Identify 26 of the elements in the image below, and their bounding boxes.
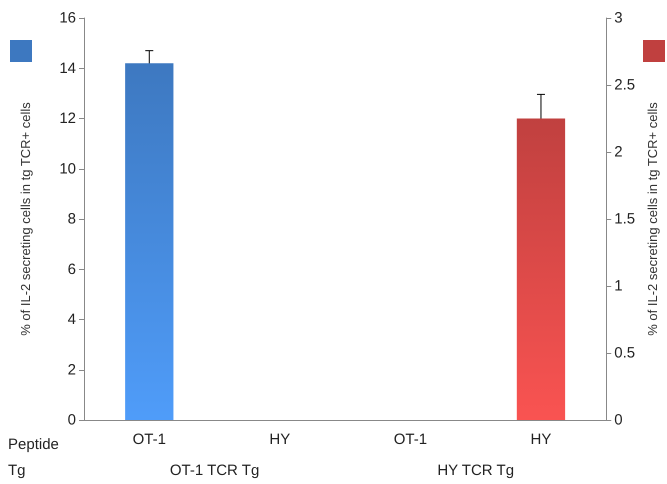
y2-tick-label: 2.5 bbox=[614, 76, 636, 94]
y2-tick-label: 1 bbox=[614, 278, 623, 294]
y-tick-label: 4 bbox=[68, 311, 76, 328]
y2-tick-label: 3 bbox=[614, 10, 623, 26]
text: Tg bbox=[8, 462, 26, 479]
x-tick-label: HY bbox=[269, 431, 290, 448]
text: Peptide bbox=[8, 436, 59, 453]
y-tick-label: 2 bbox=[68, 361, 76, 378]
y-tick-label: 0 bbox=[68, 412, 76, 428]
y-tick-label: 8 bbox=[68, 210, 76, 228]
x-tick-label: OT-1 bbox=[132, 431, 166, 448]
y2-axis-title: % of IL-2 secreting cells in tg TCR+ cells bbox=[645, 102, 660, 336]
y-tick-label: 12 bbox=[59, 110, 76, 127]
y2-tick-label: 0.5 bbox=[614, 344, 636, 362]
y-axis-title: % of IL-2 secreting cells in tg TCR+ cells bbox=[18, 102, 33, 336]
text: OT-1 TCR Tg bbox=[170, 462, 260, 479]
y-tick-label: 10 bbox=[59, 160, 76, 178]
text: HY TCR Tg bbox=[437, 462, 514, 479]
x-tick-label: HY bbox=[530, 431, 552, 448]
y2-tick-label: 1.5 bbox=[614, 210, 636, 228]
y-tick-label: 16 bbox=[59, 10, 76, 26]
y2-tick-label: 0 bbox=[614, 412, 623, 428]
y-tick-label: 6 bbox=[68, 260, 76, 278]
y2-tick-label: 2 bbox=[614, 144, 623, 160]
y-tick-label: 14 bbox=[59, 60, 76, 77]
x-tick-label: OT-1 bbox=[394, 431, 428, 448]
